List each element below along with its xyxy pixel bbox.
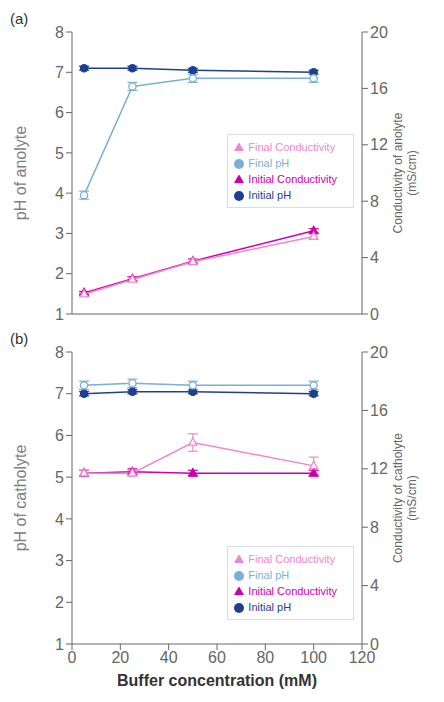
svg-text:120: 120 bbox=[348, 649, 376, 667]
html-text:Initial Conductivity: Initial Conductivity bbox=[248, 173, 337, 185]
svg-text:0: 0 bbox=[370, 636, 379, 653]
svg-text:3: 3 bbox=[55, 225, 64, 242]
html-text:Final pH: Final pH bbox=[248, 157, 290, 169]
html-text:Initial pH: Initial pH bbox=[248, 189, 292, 201]
svg-text:pH of anolyte: pH of anolyte bbox=[12, 126, 29, 220]
html-text:Final Conductivity: Final Conductivity bbox=[248, 141, 336, 153]
svg-text:4: 4 bbox=[55, 185, 64, 202]
svg-text:12: 12 bbox=[370, 460, 388, 477]
svg-text:40: 40 bbox=[160, 649, 178, 666]
svg-text:Conductivity of anolyte(mS/cm): Conductivity of anolyte(mS/cm) bbox=[391, 112, 419, 233]
svg-text:6: 6 bbox=[55, 104, 64, 121]
svg-text:20: 20 bbox=[370, 24, 388, 41]
svg-text:80: 80 bbox=[256, 649, 274, 666]
svg-text:5: 5 bbox=[55, 469, 64, 486]
svg-text:2: 2 bbox=[55, 265, 64, 282]
svg-text:8: 8 bbox=[55, 24, 64, 41]
svg-text:pH of catholyte: pH of catholyte bbox=[12, 445, 29, 552]
svg-text:4: 4 bbox=[370, 577, 379, 594]
svg-text:3: 3 bbox=[55, 552, 64, 569]
svg-text:16: 16 bbox=[370, 402, 388, 419]
svg-text:16: 16 bbox=[370, 80, 388, 97]
svg-text:60: 60 bbox=[208, 649, 226, 666]
svg-text:5: 5 bbox=[55, 145, 64, 162]
svg-text:0: 0 bbox=[370, 306, 379, 323]
svg-text:1: 1 bbox=[55, 306, 64, 323]
html-text:(b): (b) bbox=[10, 330, 29, 347]
svg-text:2: 2 bbox=[55, 594, 64, 611]
svg-text:4: 4 bbox=[370, 249, 379, 266]
svg-text:7: 7 bbox=[55, 385, 64, 402]
svg-text:8: 8 bbox=[370, 519, 379, 536]
html-text:Initial pH: Initial pH bbox=[248, 601, 292, 613]
html-text:(a): (a) bbox=[10, 10, 29, 27]
html-text:Final pH: Final pH bbox=[248, 569, 290, 581]
svg-text:20: 20 bbox=[111, 649, 129, 666]
svg-text:12: 12 bbox=[370, 136, 388, 153]
svg-text:Conductivity of catholyte(mS/c: Conductivity of catholyte(mS/cm) bbox=[391, 433, 419, 563]
svg-text:8: 8 bbox=[55, 344, 64, 361]
svg-text:6: 6 bbox=[55, 427, 64, 444]
svg-text:100: 100 bbox=[300, 649, 327, 666]
html-text:Initial Conductivity: Initial Conductivity bbox=[248, 585, 337, 597]
svg-text:7: 7 bbox=[55, 64, 64, 81]
svg-text:1: 1 bbox=[55, 636, 64, 653]
svg-text:8: 8 bbox=[370, 193, 379, 210]
svg-text:Buffer concentration (mM): Buffer concentration (mM) bbox=[117, 672, 317, 689]
svg-text:0: 0 bbox=[68, 649, 77, 666]
html-text:Final Conductivity: Final Conductivity bbox=[248, 553, 336, 565]
svg-text:20: 20 bbox=[370, 344, 388, 361]
svg-text:4: 4 bbox=[55, 511, 64, 528]
